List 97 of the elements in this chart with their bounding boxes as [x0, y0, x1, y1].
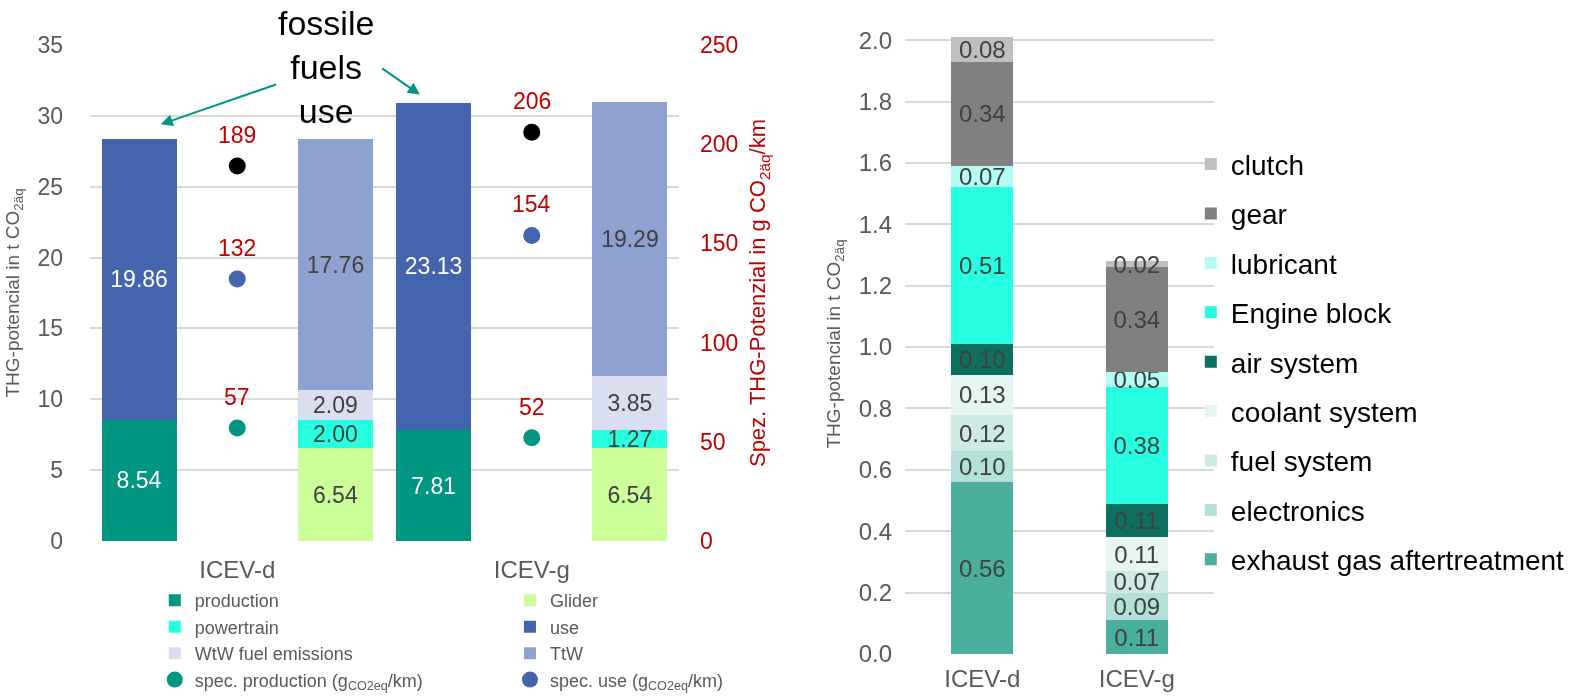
data-label: 6.54 [607, 481, 653, 508]
y-tick-label: 1.8 [858, 87, 892, 115]
legend-label: Glider [549, 591, 598, 612]
data-label: 1.27 [607, 426, 653, 453]
y2-tick-label: 50 [700, 428, 726, 455]
bar [951, 187, 1014, 344]
bar [951, 482, 1014, 654]
point [523, 123, 541, 141]
data-label: 0.11 [1114, 623, 1160, 651]
y-tick-label: 15 [37, 315, 63, 342]
y-tick-label: 25 [37, 173, 63, 200]
data-label: 19.86 [110, 266, 168, 293]
data-label: 2.09 [313, 392, 358, 419]
data-label: 206 [513, 88, 552, 114]
legend-label: exhaust gas aftertreatment [1230, 545, 1565, 577]
data-label: 7.81 [411, 472, 456, 499]
y2-tick-label: 150 [700, 230, 739, 257]
data-label: 0.34 [1113, 305, 1161, 333]
bar [1105, 386, 1168, 504]
legend-label: production [194, 591, 279, 612]
point [228, 270, 246, 288]
data-label: 0.34 [958, 100, 1006, 128]
bar [951, 61, 1014, 166]
data-label: 0.13 [958, 381, 1006, 409]
y2-tick-label: 0 [700, 528, 713, 555]
annotation: fossile fuels use [278, 4, 375, 131]
bar [297, 138, 373, 391]
x-tick-label: ICEV-d [944, 665, 1021, 692]
y-tick-label: 0.4 [858, 517, 892, 545]
data-label: 0.08 [958, 35, 1006, 63]
legend-label: air system [1230, 347, 1359, 379]
y-tick-label: 0.6 [858, 456, 892, 484]
data-label: 132 [218, 235, 257, 261]
bar [396, 102, 472, 431]
data-label: 189 [218, 122, 257, 148]
legend-label: coolant system [1230, 397, 1418, 429]
y-tick-label: 0.0 [858, 640, 892, 668]
y-tick-label: 10 [37, 386, 63, 413]
data-label: 0.02 [1113, 250, 1161, 278]
x-tick-label: ICEV-g [493, 556, 570, 583]
data-label: 8.54 [116, 467, 162, 494]
legend-label: gear [1230, 199, 1287, 231]
y-tick-label: 0.8 [858, 394, 892, 422]
y-tick-label: 20 [37, 244, 63, 271]
y-tick-label: 2.0 [858, 26, 892, 54]
data-label: 23.13 [404, 253, 463, 280]
point [523, 226, 541, 244]
bar [592, 375, 668, 431]
y-tick-label: 5 [50, 457, 63, 484]
data-label: 0.56 [958, 554, 1006, 582]
legend-label: powertrain [194, 617, 279, 638]
point [228, 419, 246, 437]
data-label: 0.38 [1113, 431, 1161, 459]
y-tick-label: 1.6 [858, 149, 892, 177]
y-tick-label: 0 [50, 528, 63, 555]
legend-label: clutch [1230, 150, 1304, 182]
legend-label: TtW [549, 644, 583, 665]
data-label: 3.85 [607, 390, 653, 417]
legend-label: use [549, 617, 579, 638]
bar [101, 419, 177, 541]
legend-label: lubricant [1230, 248, 1337, 280]
point [228, 157, 246, 175]
legend-label: Engine block [1230, 298, 1393, 330]
y-tick-label: 30 [37, 102, 63, 129]
data-label: 0.07 [958, 163, 1006, 191]
data-label: 6.54 [312, 481, 358, 508]
data-label: 52 [519, 394, 545, 420]
y-tick-label: 1.2 [858, 272, 892, 300]
bar [101, 138, 177, 420]
bar [592, 102, 668, 376]
y-tick-label: 0.2 [858, 579, 892, 607]
data-label: 17.76 [306, 251, 365, 278]
bar [396, 430, 472, 541]
data-label: 19.29 [601, 226, 659, 253]
data-label: 0.10 [958, 453, 1006, 481]
point [523, 429, 541, 447]
data-label: 0.12 [958, 419, 1006, 447]
y-tick-label: 1.4 [858, 210, 892, 238]
bar [297, 448, 373, 541]
x-tick-label: ICEV-d [199, 556, 276, 583]
data-label: 2.00 [313, 421, 358, 448]
data-label: 0.51 [958, 252, 1006, 280]
y2-tick-label: 100 [700, 329, 739, 356]
y2-tick-label: 250 [700, 32, 739, 59]
y-tick-label: 35 [37, 32, 63, 59]
legend-label: WtW fuel emissions [194, 644, 353, 665]
x-tick-label: ICEV-g [1098, 665, 1175, 692]
bar [592, 448, 668, 541]
data-label: 154 [512, 191, 551, 217]
legend-label: spec. use (g$_{CO2eq}$/km) [549, 670, 723, 694]
legend-label: spec. production (g$_{CO2eq}$/km) [194, 670, 423, 694]
legend-label: electronics [1230, 495, 1365, 527]
y2-tick-label: 200 [700, 131, 739, 158]
data-label: 0.11 [1114, 540, 1160, 568]
y-tick-label: 1.0 [858, 333, 892, 361]
data-label: 57 [224, 384, 250, 410]
legend-label: fuel system [1230, 446, 1373, 478]
